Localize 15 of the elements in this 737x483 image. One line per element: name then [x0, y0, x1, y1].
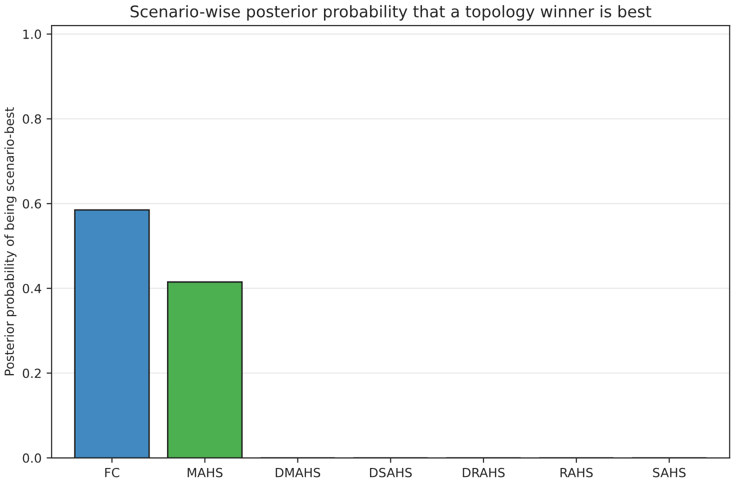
y-tick-label: 0.4: [22, 284, 42, 294]
x-tick-label: DRAHS: [462, 468, 505, 478]
x-tick-label: RAHS: [560, 468, 593, 478]
x-tick-label: MAHS: [188, 468, 222, 478]
y-axis-title: Posterior probability of being scenario-best: [4, 107, 16, 376]
y-tick-label: 0.6: [22, 199, 42, 209]
y-tick-label: 0.2: [22, 368, 41, 378]
y-tick-label: 0.0: [22, 453, 42, 463]
chart-title: Scenario-wise posterior probability that a topology winner is best: [130, 5, 652, 21]
x-tick-label: DSAHS: [370, 468, 412, 478]
x-tick-label: DMAHS: [276, 468, 320, 478]
y-tick-label: 1.0: [23, 30, 42, 39]
x-tick-label: SAHS: [653, 468, 686, 478]
x-tick-label: FC: [105, 468, 120, 478]
y-tick-label: 0.8: [22, 114, 42, 124]
